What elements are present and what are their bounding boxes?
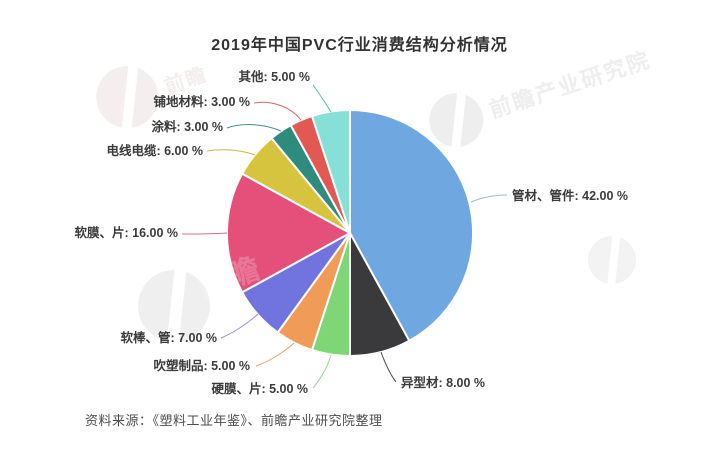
leader-line-soft-film-sheet <box>181 232 228 235</box>
slice-label-soft-rod-tube: 软棒、管: 7.00 % <box>120 330 217 345</box>
slice-label-blow-molded-products: 吹塑制品: 5.00 % <box>153 358 250 373</box>
slice-label-flooring-materials: 铺地材料: 3.00 % <box>153 94 250 109</box>
leader-line-profiles <box>380 351 397 383</box>
leader-line-soft-rod-tube <box>220 313 259 339</box>
leader-line-other <box>312 84 332 113</box>
slice-label-pipes-fittings: 管材、管件: 42.00 % <box>512 188 628 203</box>
leader-line-rigid-film-sheet <box>312 354 332 389</box>
slice-label-coatings: 涂料: 3.00 % <box>151 119 223 134</box>
leader-line-blow-molded-products <box>255 342 295 367</box>
slice-label-profiles: 异型材: 8.00 % <box>401 375 485 390</box>
leader-line-pipes-fittings <box>470 194 508 203</box>
slice-label-other: 其他: 5.00 % <box>238 69 310 84</box>
leader-line-flooring-materials <box>253 101 302 121</box>
slice-label-wire-cable: 电线电缆: 6.00 % <box>106 143 203 158</box>
data-source-note: 资料来源：《塑料工业年鉴》、前瞻产业研究院整理 <box>85 413 383 428</box>
pie-slice-pipes-fittings <box>349 109 475 342</box>
slice-label-rigid-film-sheet: 硬膜、片: 5.00 % <box>211 381 308 396</box>
leader-line-wire-cable <box>206 149 256 156</box>
chart-title: 2019年中国PVC行业消费结构分析情况 <box>211 37 508 54</box>
leader-line-coatings <box>226 124 282 132</box>
slice-label-soft-film-sheet: 软膜、片: 16.00 % <box>74 225 178 240</box>
